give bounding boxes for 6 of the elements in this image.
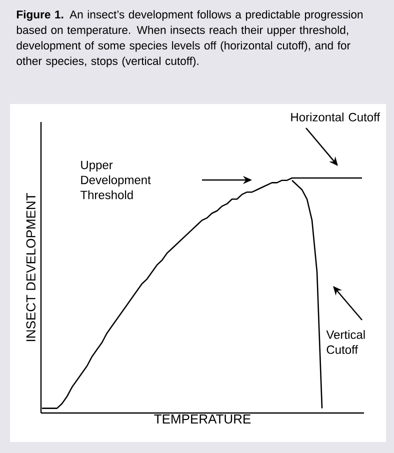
annotation: Vertical Cutoff — [326, 330, 365, 354]
chart-title: Figure 1. An insect’s development follows a predictable progression based on temperature. When insects reach their upper threshold, development of some species levels off (horizontal cutoff), and for other species, stops (vertical cutoff). — [16, 10, 363, 68]
annotation: Upper Development Threshold — [80, 160, 151, 200]
text: Horizontal Cutoff — [291, 112, 380, 122]
x-axis-title: TEMPERATURE — [154, 414, 251, 424]
y-axis-title: INSECT DEVELOPMENT — [26, 193, 36, 342]
